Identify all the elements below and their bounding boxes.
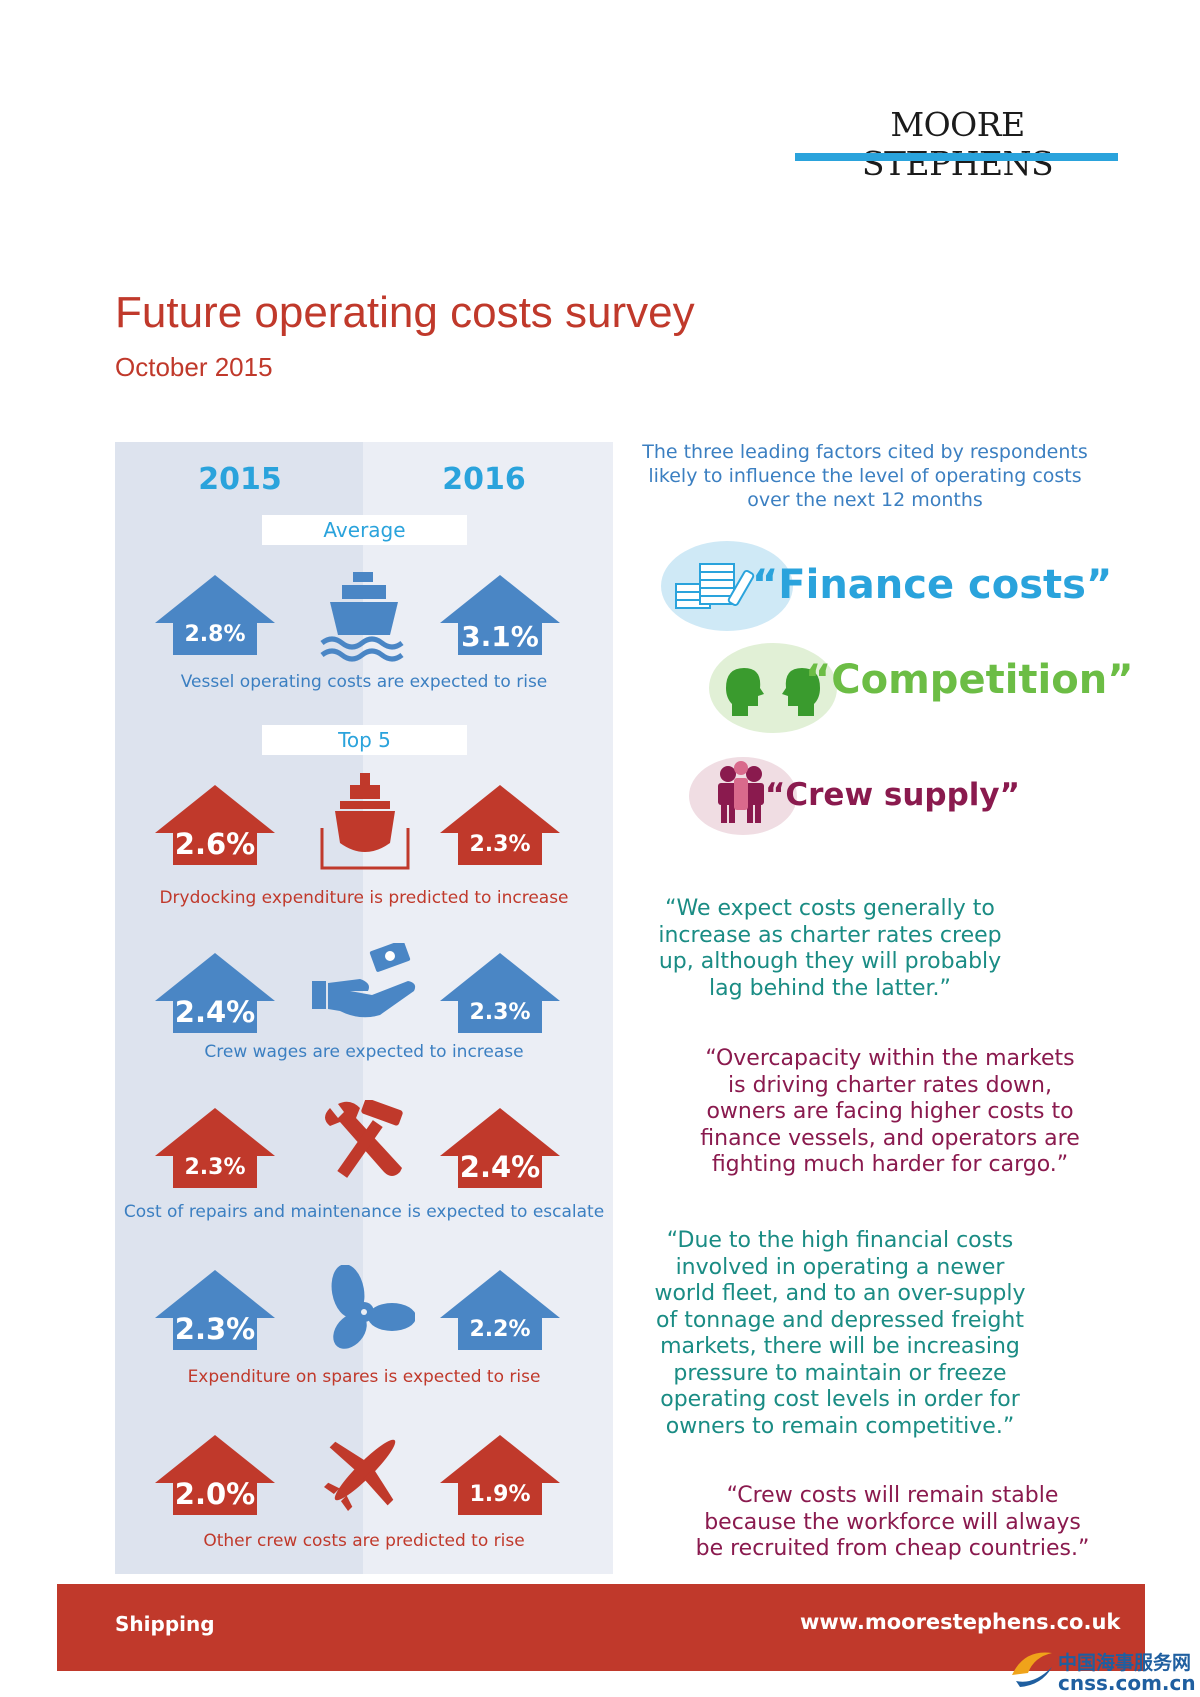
- arrow-up-2016: [440, 953, 560, 1033]
- value-2015: 2.3%: [184, 1155, 246, 1180]
- arrow-up-2016: [440, 1108, 560, 1188]
- watermark-logo-icon: [1012, 1652, 1052, 1687]
- row-caption: Crew wages are expected to increase: [204, 1042, 524, 1062]
- factor-competition: “Competition”: [805, 657, 1133, 703]
- value-2016: 2.3%: [469, 832, 531, 857]
- year-2016-label: 2016: [442, 462, 526, 497]
- arrow-up-2016: [440, 785, 560, 865]
- arrow-up-2016: [440, 575, 560, 655]
- value-2015: 2.3%: [174, 1312, 256, 1346]
- row-caption: Other crew costs are predicted to rise: [203, 1531, 525, 1551]
- footer-website-link[interactable]: www.moorestephens.co.uk: [800, 1610, 1121, 1634]
- value-2016: 2.4%: [459, 1150, 541, 1184]
- arrow-up-2016: [440, 1435, 560, 1515]
- value-2015: 2.6%: [174, 827, 256, 861]
- watermark-text: 中国海事服务网: [1058, 1652, 1192, 1674]
- quote-crew-costs: “Crew costs will remain stable because t…: [695, 1483, 1090, 1561]
- factor-crew-supply: “Crew supply”: [765, 777, 1020, 813]
- value-2016: 2.3%: [469, 1000, 531, 1025]
- drydock-ship-icon: [320, 773, 410, 870]
- brand-underline: [795, 153, 1118, 161]
- factor-finance-costs: “Finance costs”: [752, 562, 1112, 608]
- row-caption: Cost of repairs and maintenance is expec…: [123, 1202, 605, 1222]
- people-icon: [689, 757, 797, 835]
- value-2015: 2.8%: [184, 622, 246, 647]
- quote-financial-costs: “Due to the high financial costs involve…: [654, 1228, 1026, 1439]
- arrow-up-2015: [155, 575, 275, 655]
- factor-label: “Crew supply”: [765, 777, 1020, 813]
- value-2015: 2.0%: [174, 1477, 256, 1511]
- factor-label: “Competition”: [805, 657, 1134, 703]
- footer-section-label: Shipping: [115, 1612, 215, 1636]
- year-2015-label: 2015: [198, 462, 282, 497]
- propeller-icon: [331, 1265, 415, 1349]
- faces-icon: [709, 643, 837, 733]
- row-caption: Expenditure on spares is expected to ris…: [187, 1367, 541, 1387]
- row-caption: Drydocking expenditure is predicted to i…: [159, 888, 569, 908]
- footer-bar: [57, 1584, 1145, 1671]
- brand-logo: MOORE STEPHENS: [861, 105, 1054, 183]
- quote-overcapacity: “Overcapacity within the markets is driv…: [700, 1046, 1080, 1177]
- coins-icon: [661, 541, 793, 631]
- arrow-up-2015: [155, 1435, 275, 1515]
- factor-label: “Finance costs”: [752, 562, 1113, 608]
- quote-charter-rates: “We expect costs generally to increase a…: [658, 896, 1002, 1001]
- arrow-up-2015: [155, 785, 275, 865]
- ship-icon: [320, 572, 404, 662]
- value-2016: 1.9%: [469, 1482, 531, 1507]
- average-label: Average: [262, 515, 467, 545]
- hand-money-icon: [312, 943, 416, 1018]
- arrow-up-2015: [155, 1270, 275, 1350]
- arrow-up-2015: [155, 1108, 275, 1188]
- tools-icon: [325, 1100, 403, 1178]
- top5-label: Top 5: [262, 725, 467, 755]
- arrow-up-2016: [440, 1270, 560, 1350]
- airplane-icon: [323, 1439, 396, 1512]
- factors-intro: The three leading factors cited by respo…: [642, 441, 1088, 511]
- value-2016: 2.2%: [469, 1317, 531, 1342]
- watermark-domain: cnss.com.cn: [1058, 1671, 1196, 1695]
- arrow-up-2015: [155, 953, 275, 1033]
- row-caption: Vessel operating costs are expected to r…: [180, 672, 548, 692]
- value-2015: 2.4%: [174, 995, 256, 1029]
- value-2016: 3.1%: [461, 620, 539, 653]
- page-title: Future operating costs survey: [115, 288, 695, 337]
- page-subtitle: October 2015: [115, 352, 273, 382]
